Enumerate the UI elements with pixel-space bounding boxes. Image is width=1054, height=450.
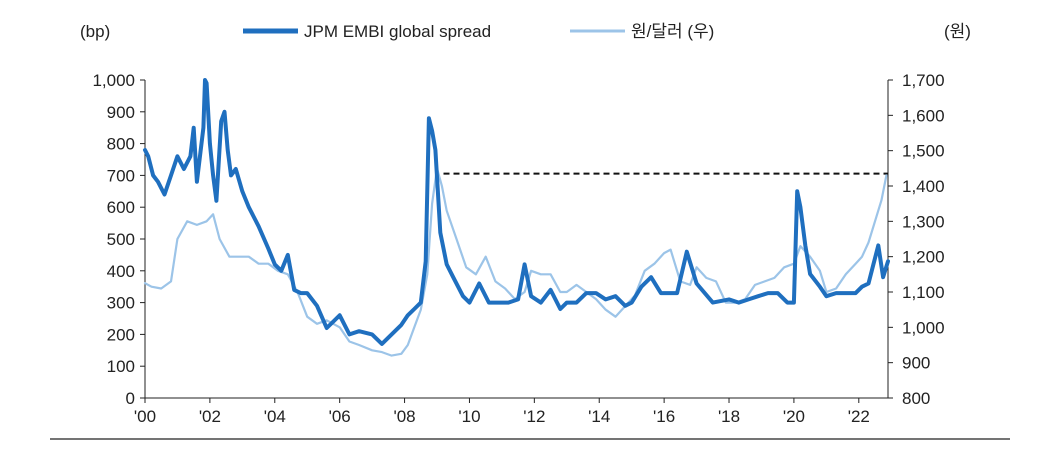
left-tick-label: 800 [107,135,135,154]
x-tick-label: '18 [718,407,740,426]
series-layer [143,78,890,357]
right-tick-label: 900 [902,354,930,373]
x-tick-label: '06 [329,407,351,426]
x-tick-label: '14 [588,407,610,426]
right-axis-unit: (원) [944,22,971,41]
right-tick-label: 1,200 [902,248,945,267]
left-tick-label: 500 [107,230,135,249]
series-line-krw-usd [143,167,888,357]
legend-label-krw-usd: 원/달러 (우) [631,22,714,41]
x-tick-label: '10 [458,407,480,426]
right-tick-label: 1,300 [902,212,945,231]
right-tick-label: 1,400 [902,177,945,196]
right-tick-label: 1,500 [902,142,945,161]
left-tick-label: 900 [107,103,135,122]
left-tick-label: 0 [126,389,135,408]
x-tick-label: '22 [848,407,870,426]
x-tick-label: '12 [523,407,545,426]
right-tick-label: 1,100 [902,283,945,302]
legend-label-embi: JPM EMBI global spread [304,22,491,41]
x-tick-label: '04 [264,407,286,426]
left-tick-label: 400 [107,262,135,281]
series-line-embi-spread [143,78,890,346]
right-tick-label: 800 [902,389,930,408]
left-tick-label: 200 [107,325,135,344]
right-tick-label: 1,600 [902,106,945,125]
x-tick-label: '02 [199,407,221,426]
left-tick-label: 600 [107,198,135,217]
axes: 0 100 200 300 400 500 600 700 800 900 1,000 800 900 1… [92,71,944,426]
x-tick-label: '20 [783,407,805,426]
left-tick-label: 100 [107,357,135,376]
left-tick-label: 1,000 [92,71,135,90]
left-tick-label: 700 [107,166,135,185]
x-tick-label: '08 [393,407,415,426]
right-tick-label: 1,700 [902,71,945,90]
legend: JPM EMBI global spread 원/달러 (우) [243,22,714,41]
left-tick-label: 300 [107,294,135,313]
right-tick-label: 1,000 [902,318,945,337]
left-axis-unit: (bp) [80,22,110,41]
x-tick-label: '00 [134,407,156,426]
x-tick-label: '16 [653,407,675,426]
